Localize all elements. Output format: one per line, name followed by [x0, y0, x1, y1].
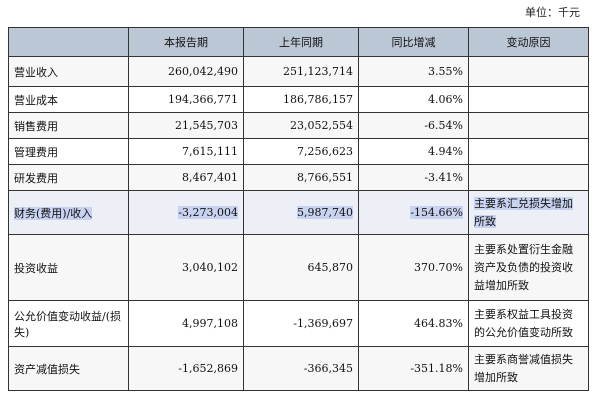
- row-item: 营业成本: [8, 86, 129, 113]
- row-current: -3,273,004: [178, 206, 238, 219]
- table-row: 资产减值损失 -1,652,869 -366,345 -351.18% 主要系商…: [8, 346, 589, 391]
- row-item: 公允价值变动收益/(损失): [8, 300, 129, 347]
- row-prior: -1,369,697: [243, 300, 359, 347]
- row-item: 资产减值损失: [8, 346, 129, 391]
- row-reason: 主要系权益工具投资的公允价值变动所致: [468, 300, 589, 347]
- row-change: -6.54%: [358, 112, 469, 139]
- row-reason: [468, 138, 589, 165]
- table-header-row: 本报告期 上年同期 同比增减 变动原因: [8, 27, 589, 57]
- row-current: 4,997,108: [128, 300, 244, 347]
- row-item: 财务(费用)/收入: [14, 206, 93, 220]
- row-item: 营业收入: [8, 56, 129, 87]
- header-item: [8, 27, 129, 57]
- row-change: -154.66%: [410, 206, 463, 219]
- row-change: 4.94%: [358, 138, 469, 165]
- row-reason: 主要系商誉减值损失增加所致: [468, 346, 589, 391]
- table-row: 营业成本 194,366,771 186,786,157 4.06%: [8, 86, 589, 113]
- header-yoy-change: 同比增减: [358, 27, 469, 57]
- table-row-highlighted: 财务(费用)/收入 -3,273,004 5,987,740 -154.66% …: [8, 190, 589, 235]
- row-current: 260,042,490: [128, 56, 244, 87]
- row-prior: 7,256,623: [243, 138, 359, 165]
- row-prior: 251,123,714: [243, 56, 359, 87]
- row-item: 研发费用: [8, 164, 129, 191]
- table-row: 管理费用 7,615,111 7,256,623 4.94%: [8, 138, 589, 165]
- row-current: 21,545,703: [128, 112, 244, 139]
- row-change: 464.83%: [358, 300, 469, 347]
- row-current: -1,652,869: [128, 346, 244, 391]
- row-change: 4.06%: [358, 86, 469, 113]
- row-reason: [468, 164, 589, 191]
- header-current-period: 本报告期: [128, 27, 244, 57]
- row-prior: 5,987,740: [297, 206, 353, 219]
- table-row: 投资收益 3,040,102 645,870 370.70% 主要系处置衍生金融…: [8, 234, 589, 301]
- row-change: 3.55%: [358, 56, 469, 87]
- row-reason: [468, 86, 589, 113]
- row-change: 370.70%: [358, 234, 469, 301]
- row-reason: 主要系处置衍生金融资产及负债的投资收益增加所致: [468, 234, 589, 301]
- table-row: 研发费用 8,467,401 8,766,551 -3.41%: [8, 164, 589, 191]
- header-reason: 变动原因: [468, 27, 589, 57]
- row-current: 194,366,771: [128, 86, 244, 113]
- row-change: -351.18%: [358, 346, 469, 391]
- table-row: 营业收入 260,042,490 251,123,714 3.55%: [8, 56, 589, 87]
- financial-table: 本报告期 上年同期 同比增减 变动原因 营业收入 260,042,490 251…: [8, 27, 589, 391]
- row-prior: 8,766,551: [243, 164, 359, 191]
- header-prior-period: 上年同期: [243, 27, 359, 57]
- row-item: 销售费用: [8, 112, 129, 139]
- row-current: 3,040,102: [128, 234, 244, 301]
- row-prior: 186,786,157: [243, 86, 359, 113]
- unit-label: 单位：千元: [525, 6, 580, 19]
- row-reason: [468, 112, 589, 139]
- row-current: 8,467,401: [128, 164, 244, 191]
- row-reason: 主要系汇兑损失增加所致: [474, 196, 573, 228]
- row-current: 7,615,111: [128, 138, 244, 165]
- row-prior: -366,345: [243, 346, 359, 391]
- row-prior: 645,870: [243, 234, 359, 301]
- row-item: 投资收益: [8, 234, 129, 301]
- row-item: 管理费用: [8, 138, 129, 165]
- row-prior: 23,052,554: [243, 112, 359, 139]
- row-change: -3.41%: [358, 164, 469, 191]
- table-row: 公允价值变动收益/(损失) 4,997,108 -1,369,697 464.8…: [8, 300, 589, 347]
- row-reason: [468, 56, 589, 87]
- table-row: 销售费用 21,545,703 23,052,554 -6.54%: [8, 112, 589, 139]
